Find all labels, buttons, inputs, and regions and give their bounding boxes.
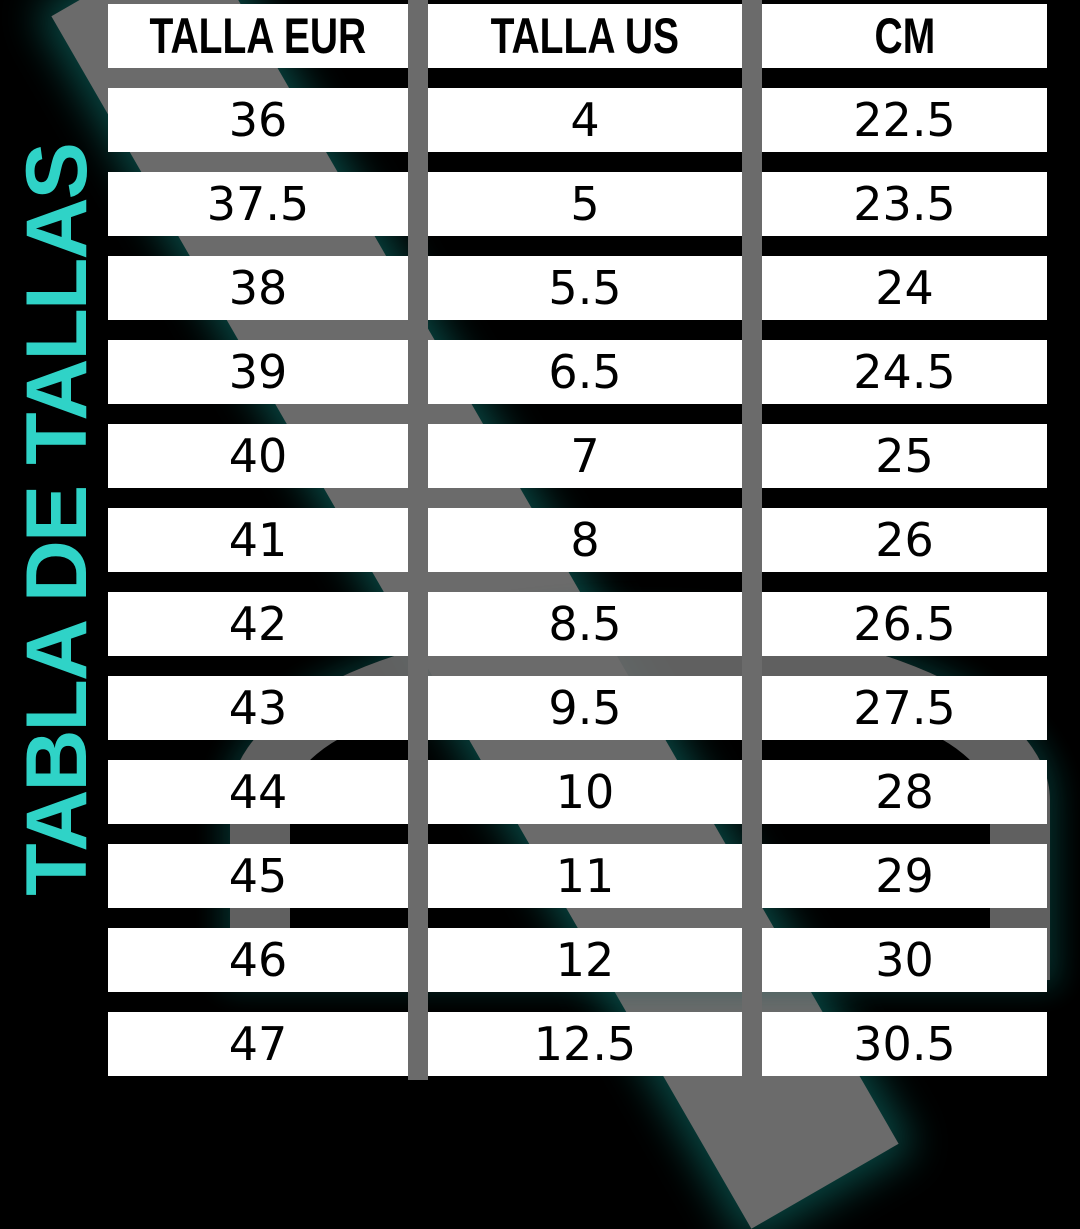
table-cell: 39: [108, 340, 408, 404]
table-cell: 5.5: [428, 256, 742, 320]
table-cell: 36: [108, 88, 408, 152]
table-cell: 8: [428, 508, 742, 572]
table-cell: 24.5: [762, 340, 1047, 404]
column-header: TALLA EUR: [108, 4, 408, 68]
table-cell: 11: [428, 844, 742, 908]
table-cell: 26: [762, 508, 1047, 572]
table-cell: 47: [108, 1012, 408, 1076]
table-cell: 43: [108, 676, 408, 740]
table-cell: 40: [108, 424, 408, 488]
background-line: [408, 0, 428, 1080]
table-cell: 8.5: [428, 592, 742, 656]
column-header: TALLA US: [428, 4, 742, 68]
table-cell: 45: [108, 844, 408, 908]
table-cell: 25: [762, 424, 1047, 488]
table-cell: 44: [108, 760, 408, 824]
table-cell: 7: [428, 424, 742, 488]
table-cell: 10: [428, 760, 742, 824]
column-header-label: TALLA EUR: [149, 8, 367, 64]
table-cell: 23.5: [762, 172, 1047, 236]
table-cell: 22.5: [762, 88, 1047, 152]
table-cell: 30.5: [762, 1012, 1047, 1076]
column-header-label: CM: [874, 8, 935, 64]
table-cell: 38: [108, 256, 408, 320]
table-cell: 46: [108, 928, 408, 992]
table-cell: 37.5: [108, 172, 408, 236]
table-cell: 42: [108, 592, 408, 656]
table-cell: 6.5: [428, 340, 742, 404]
table-cell: 12: [428, 928, 742, 992]
background-line: [742, 0, 762, 1080]
table-cell: 30: [762, 928, 1047, 992]
table-cell: 27.5: [762, 676, 1047, 740]
column-header: CM: [762, 4, 1047, 68]
table-cell: 12.5: [428, 1012, 742, 1076]
table-cell: 9.5: [428, 676, 742, 740]
table-cell: 28: [762, 760, 1047, 824]
table-cell: 26.5: [762, 592, 1047, 656]
column-header-label: TALLA US: [490, 8, 680, 64]
table-cell: 29: [762, 844, 1047, 908]
table-cell: 5: [428, 172, 742, 236]
table-cell: 41: [108, 508, 408, 572]
page-title: TABLA DE TALLAS: [9, 144, 105, 896]
table-cell: 24: [762, 256, 1047, 320]
table-cell: 4: [428, 88, 742, 152]
